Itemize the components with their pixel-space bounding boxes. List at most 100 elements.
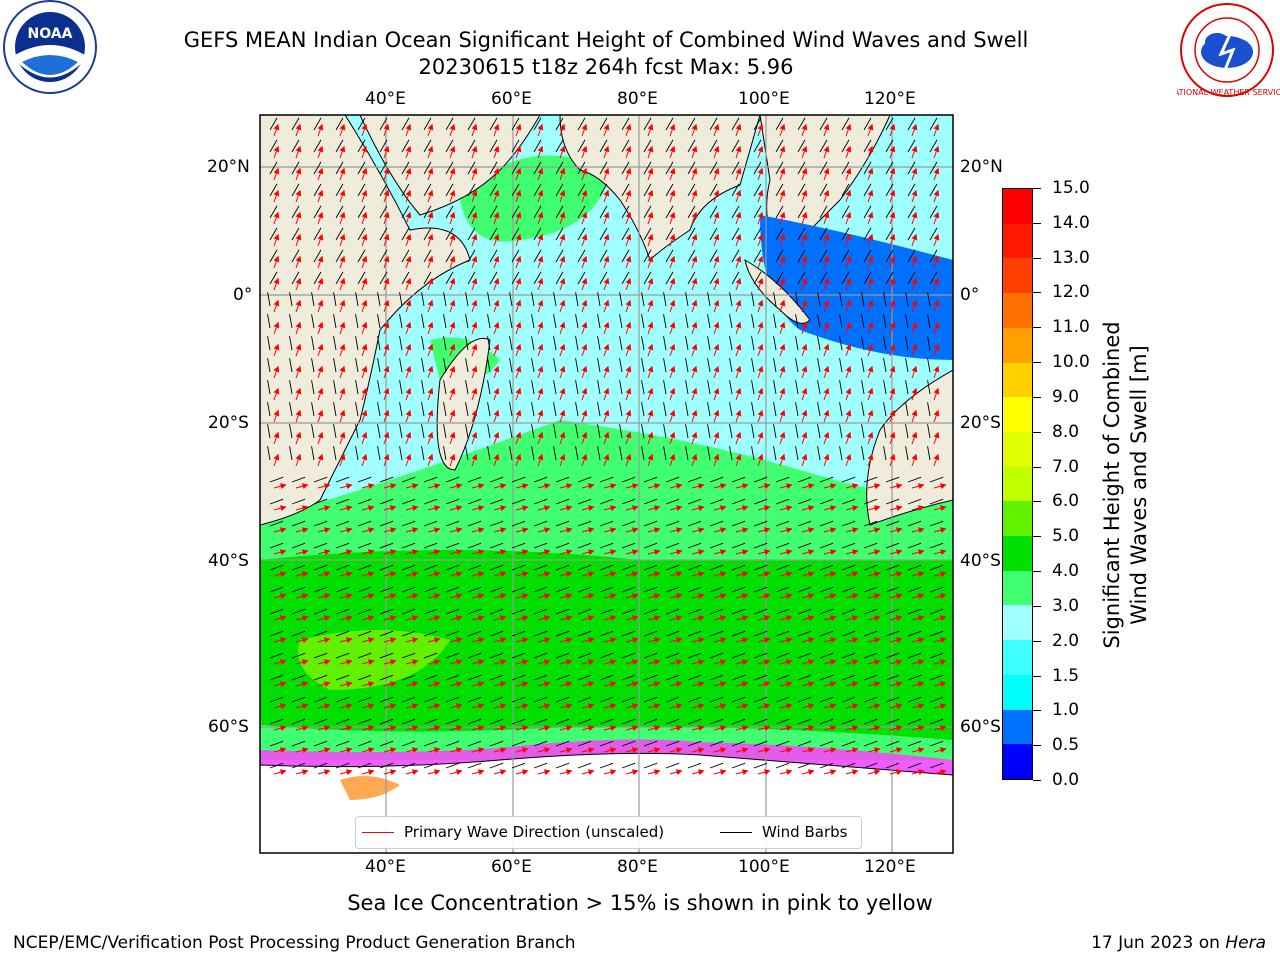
wind-barb <box>291 271 300 285</box>
wind-barb <box>817 424 821 439</box>
wave-direction-arrow <box>515 299 522 313</box>
wave-direction-arrow <box>361 483 375 490</box>
wave-direction-arrow <box>889 189 896 203</box>
wave-direction-arrow <box>779 255 786 269</box>
wave-direction-arrow <box>735 233 742 247</box>
wave-direction-arrow <box>823 571 837 578</box>
wind-barb <box>775 520 790 527</box>
wave-direction-arrow <box>295 387 302 401</box>
wind-barb <box>751 424 755 439</box>
wave-direction-arrow <box>669 233 676 247</box>
wave-direction-arrow <box>933 299 940 313</box>
wind-barb <box>861 358 865 373</box>
wind-barb <box>753 520 768 527</box>
wind-barb <box>555 520 570 527</box>
wind-barb <box>729 424 733 439</box>
wave-direction-arrow <box>383 365 390 379</box>
wave-direction-arrow <box>801 189 808 203</box>
wave-direction-arrow <box>471 343 478 357</box>
wave-direction-arrow <box>273 549 287 556</box>
wave-direction-arrow <box>845 299 852 313</box>
wave-direction-arrow <box>493 321 500 335</box>
wave-direction-arrow <box>823 189 830 203</box>
wave-direction-arrow <box>581 409 588 423</box>
colorbar-tick-mark <box>1033 257 1041 259</box>
wind-barb <box>335 117 344 131</box>
colorbar-tick-mark <box>1033 605 1041 607</box>
wave-direction-arrow <box>867 483 881 490</box>
wave-direction-arrow <box>273 299 280 313</box>
wave-direction-arrow <box>647 387 654 401</box>
wave-direction-arrow <box>273 189 280 203</box>
wave-direction-arrow <box>625 277 632 291</box>
wave-direction-arrow <box>273 593 287 600</box>
wind-barb <box>863 520 878 527</box>
wave-direction-arrow <box>493 365 500 379</box>
wave-direction-arrow <box>383 189 390 203</box>
wave-direction-arrow <box>339 409 346 423</box>
wind-barb <box>641 402 645 417</box>
wind-barb <box>643 161 652 175</box>
wind-barb <box>797 498 812 505</box>
wind-barb <box>291 542 306 549</box>
wave-direction-arrow <box>273 343 280 357</box>
colorbar <box>1002 188 1033 780</box>
wind-barb <box>753 564 768 571</box>
wind-barb <box>531 424 535 439</box>
wave-direction-arrow <box>933 593 947 600</box>
wave-direction-arrow <box>537 343 544 357</box>
wind-barb <box>289 424 293 439</box>
wind-barb <box>621 117 630 131</box>
wind-barb <box>467 564 482 571</box>
wave-direction-arrow <box>823 145 830 159</box>
wind-barb <box>399 336 403 351</box>
wind-barb <box>687 249 696 263</box>
wave-direction-arrow <box>515 505 529 512</box>
wave-direction-arrow <box>581 145 588 159</box>
wind-barb <box>927 402 931 417</box>
wave-direction-arrow <box>889 255 896 269</box>
wind-barb <box>533 520 548 527</box>
wind-barb <box>707 336 711 351</box>
wave-direction-arrow <box>493 233 500 247</box>
wave-direction-arrow <box>669 189 676 203</box>
lon-label-top: 100°E <box>738 89 790 109</box>
colorbar-tick-label: 12.0 <box>1052 282 1090 303</box>
wave-direction-arrow <box>603 505 617 512</box>
wave-direction-arrow <box>669 277 676 291</box>
colorbar-tick-label: 8.0 <box>1052 421 1080 442</box>
wind-barb <box>553 446 557 461</box>
wave-direction-arrow <box>801 409 808 423</box>
wind-barb <box>599 227 608 241</box>
wind-barb <box>357 498 372 505</box>
wave-direction-arrow <box>845 277 852 291</box>
wave-direction-arrow <box>779 527 793 534</box>
wind-barb <box>357 542 372 549</box>
wind-barb <box>841 227 850 241</box>
wind-barb <box>599 117 608 131</box>
wave-direction-arrow <box>515 277 522 291</box>
wave-direction-arrow <box>559 145 566 159</box>
wind-barb <box>401 608 416 615</box>
wave-direction-arrow <box>405 343 412 357</box>
wind-barb <box>883 424 887 439</box>
wave-direction-arrow <box>911 365 918 379</box>
wind-barb <box>533 476 548 483</box>
wave-direction-arrow <box>295 505 309 512</box>
wind-barb <box>533 564 548 571</box>
colorbar-title-line1: Significant Height of Combined <box>1100 321 1124 649</box>
wave-direction-arrow <box>713 505 727 512</box>
wave-direction-arrow <box>427 593 441 600</box>
wind-barb <box>357 117 366 131</box>
sea-ice-note: Sea Ice Concentration > 15% is shown in … <box>347 891 933 915</box>
wind-barb <box>753 183 762 197</box>
wind-barb <box>883 336 887 351</box>
wave-direction-arrow <box>647 167 654 181</box>
wind-barb <box>575 424 579 439</box>
wave-direction-arrow <box>801 145 808 159</box>
wave-direction-arrow <box>361 343 368 357</box>
wave-direction-arrow <box>515 483 529 490</box>
wind-barb <box>819 227 828 241</box>
wave-direction-arrow <box>735 343 742 357</box>
wave-direction-arrow <box>493 343 500 357</box>
